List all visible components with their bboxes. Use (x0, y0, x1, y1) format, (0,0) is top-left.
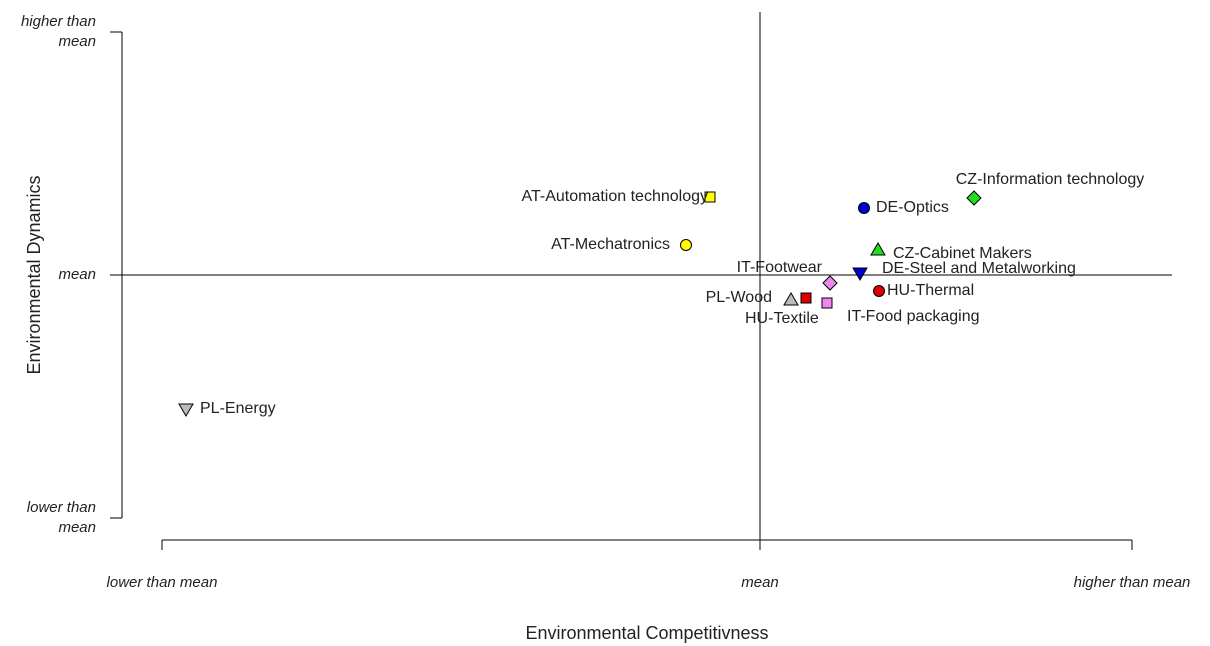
y-tick-label: mean (58, 266, 96, 283)
y-tick-label: lower than mean (26, 499, 96, 536)
x-tick-label: mean (741, 574, 779, 591)
point (873, 285, 885, 297)
point (783, 292, 799, 306)
point (858, 202, 870, 214)
point (821, 297, 833, 309)
point (822, 275, 838, 291)
point-label: DE-Steel and Metalworking (882, 260, 1076, 277)
point-label: PL-Wood (706, 289, 772, 306)
x-tick-label: lower than mean (107, 574, 218, 591)
point (870, 242, 886, 256)
point-label: AT-Automation technology (522, 188, 708, 205)
x-tick-label: higher than mean (1074, 574, 1191, 591)
x-axis-label: Environmental Competitivness (525, 623, 768, 643)
point (966, 190, 982, 206)
point (680, 239, 692, 251)
point (852, 267, 868, 281)
point-label: IT-Food packaging (847, 308, 980, 325)
y-tick-label: higher than mean (20, 13, 96, 50)
point (704, 191, 716, 203)
point (800, 292, 812, 304)
point-label: PL-Energy (200, 400, 276, 417)
y-axis-label: Environmental Dynamics (24, 175, 44, 374)
point-label: CZ-Information technology (956, 171, 1145, 188)
point-label: AT-Mechatronics (551, 236, 670, 253)
point-label: HU-Thermal (887, 282, 974, 299)
point-label: DE-Optics (876, 199, 949, 216)
point-label: HU-Textile (745, 310, 819, 327)
point-label: IT-Footwear (737, 259, 823, 276)
point-label: CZ-Cabinet Makers (893, 245, 1032, 262)
point (178, 403, 194, 417)
